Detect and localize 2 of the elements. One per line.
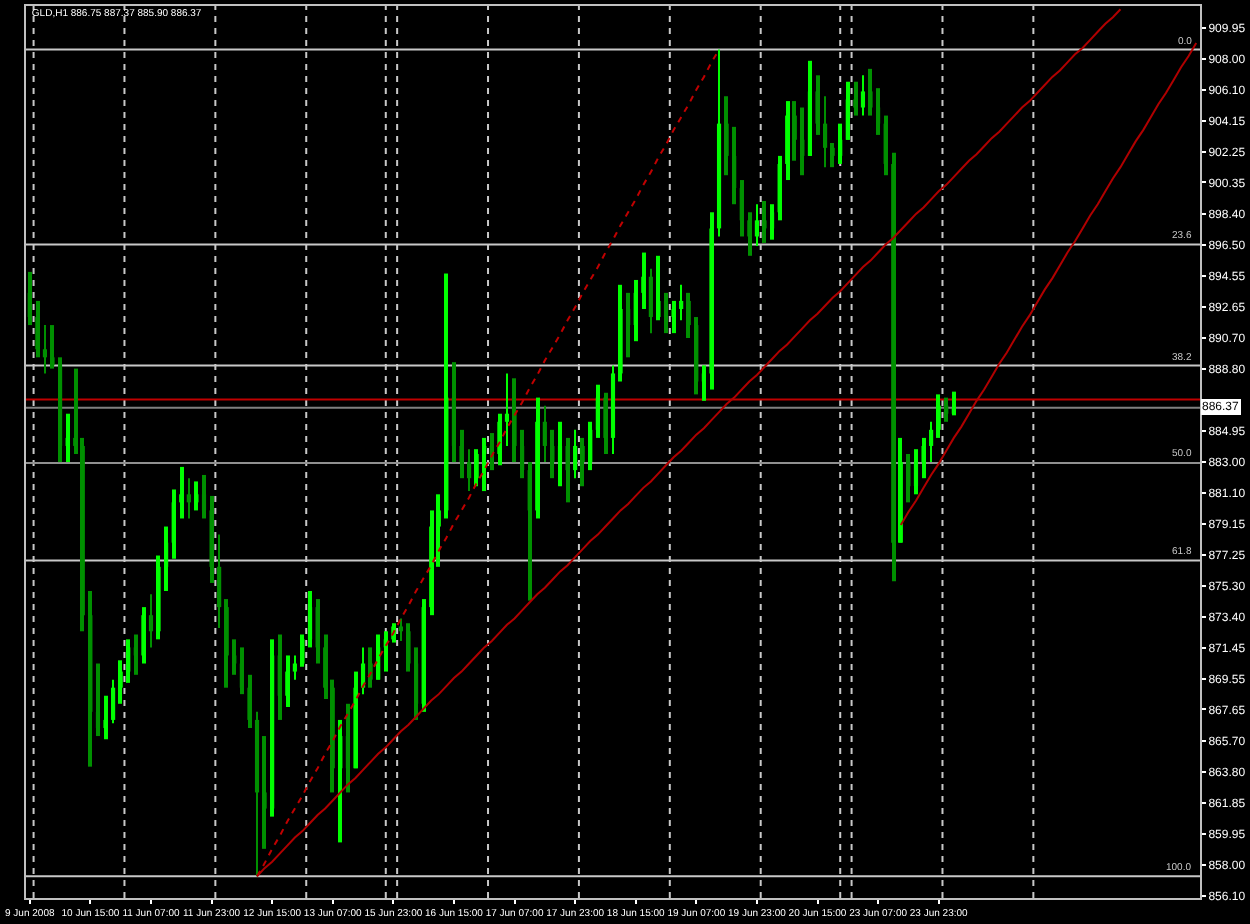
- line-series: [256, 8, 1122, 878]
- line-series: [899, 42, 1198, 526]
